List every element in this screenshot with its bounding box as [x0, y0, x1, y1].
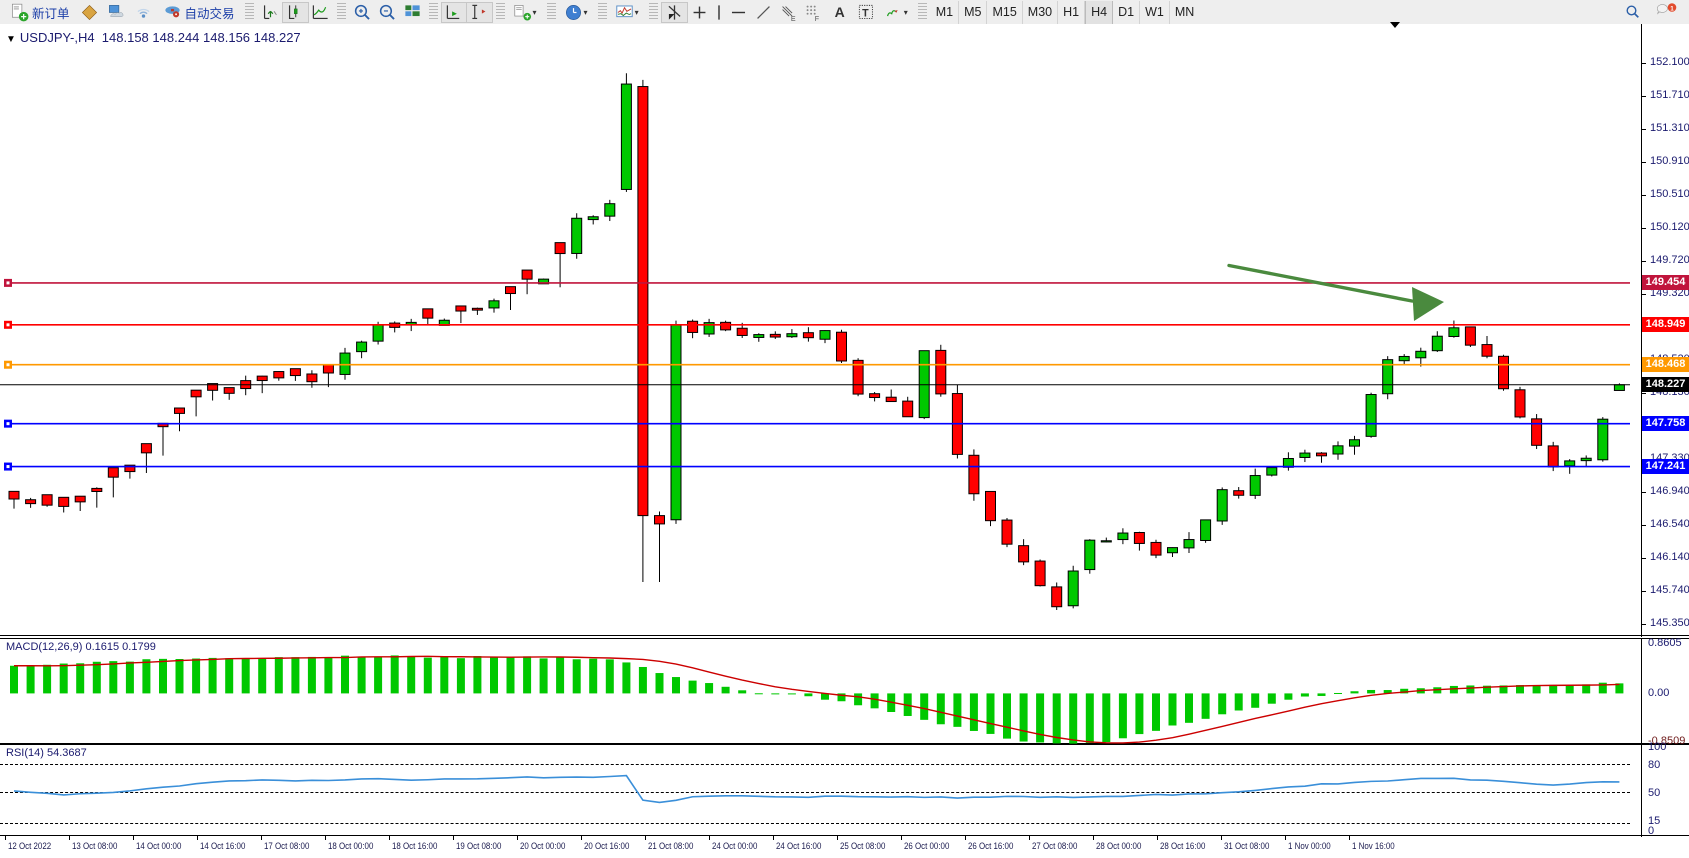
svg-text:1: 1 — [1670, 5, 1674, 12]
svg-text:E: E — [790, 14, 795, 21]
svg-text:F: F — [814, 14, 819, 21]
svg-text:T: T — [862, 7, 869, 19]
